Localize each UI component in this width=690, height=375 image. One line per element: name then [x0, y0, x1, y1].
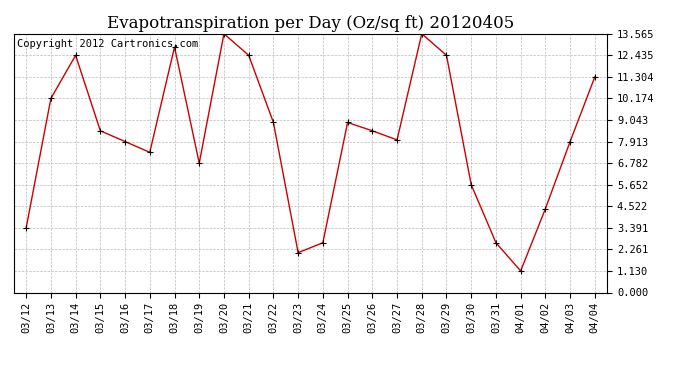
Text: Copyright 2012 Cartronics.com: Copyright 2012 Cartronics.com [17, 39, 198, 49]
Title: Evapotranspiration per Day (Oz/sq ft) 20120405: Evapotranspiration per Day (Oz/sq ft) 20… [107, 15, 514, 32]
